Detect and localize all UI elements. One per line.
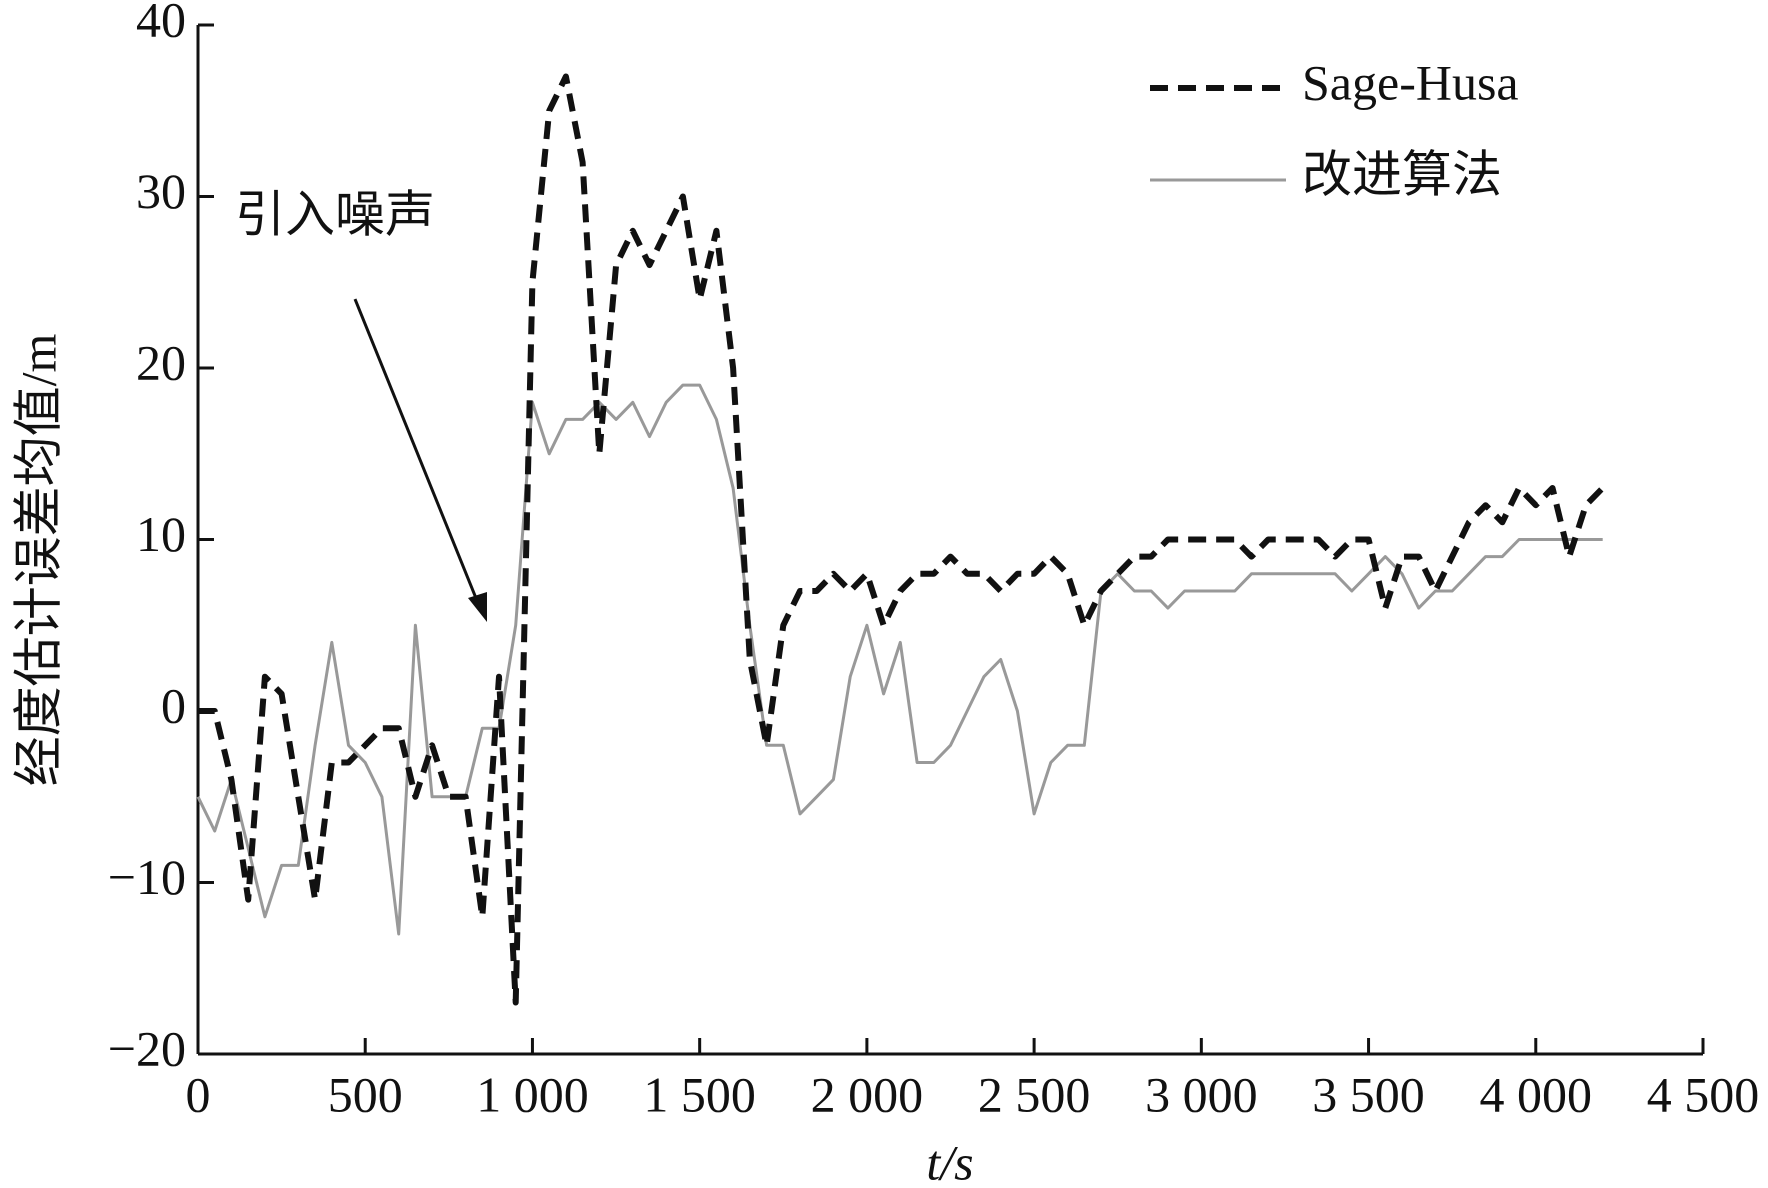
arrow-head <box>468 592 487 622</box>
y-tick-label: 30 <box>136 163 186 219</box>
y-tick-label: −20 <box>108 1020 186 1076</box>
series-line <box>198 73 1605 1006</box>
x-tick-label: 3 000 <box>1145 1066 1258 1122</box>
legend-label: 改进算法 <box>1302 146 1502 202</box>
y-tick-label: 0 <box>161 677 186 733</box>
x-tick-label: 3 500 <box>1312 1066 1425 1122</box>
x-axis-label: t/s <box>926 1134 973 1188</box>
x-tick-label: 4 000 <box>1480 1066 1593 1122</box>
y-tick-label: 10 <box>136 506 186 562</box>
series-line <box>196 383 1603 936</box>
x-tick-label: 1 500 <box>643 1066 756 1122</box>
x-tick-label: 0 <box>186 1066 211 1122</box>
y-tick-label: 20 <box>136 334 186 390</box>
y-tick-label: −10 <box>108 849 186 905</box>
annotation-arrow <box>353 298 482 609</box>
legend-label: Sage-Husa <box>1302 54 1519 110</box>
x-tick-label: 4 500 <box>1647 1066 1760 1122</box>
x-tick-label: 500 <box>328 1066 403 1122</box>
y-axis-label: 经度估计误差均值/m <box>10 334 66 787</box>
y-tick-label: 40 <box>136 0 186 47</box>
annotation: 引入噪声 <box>235 186 435 242</box>
x-tick-label: 2 500 <box>978 1066 1091 1122</box>
x-tick-label: 2 000 <box>811 1066 924 1122</box>
x-tick-label: 1 000 <box>476 1066 589 1122</box>
